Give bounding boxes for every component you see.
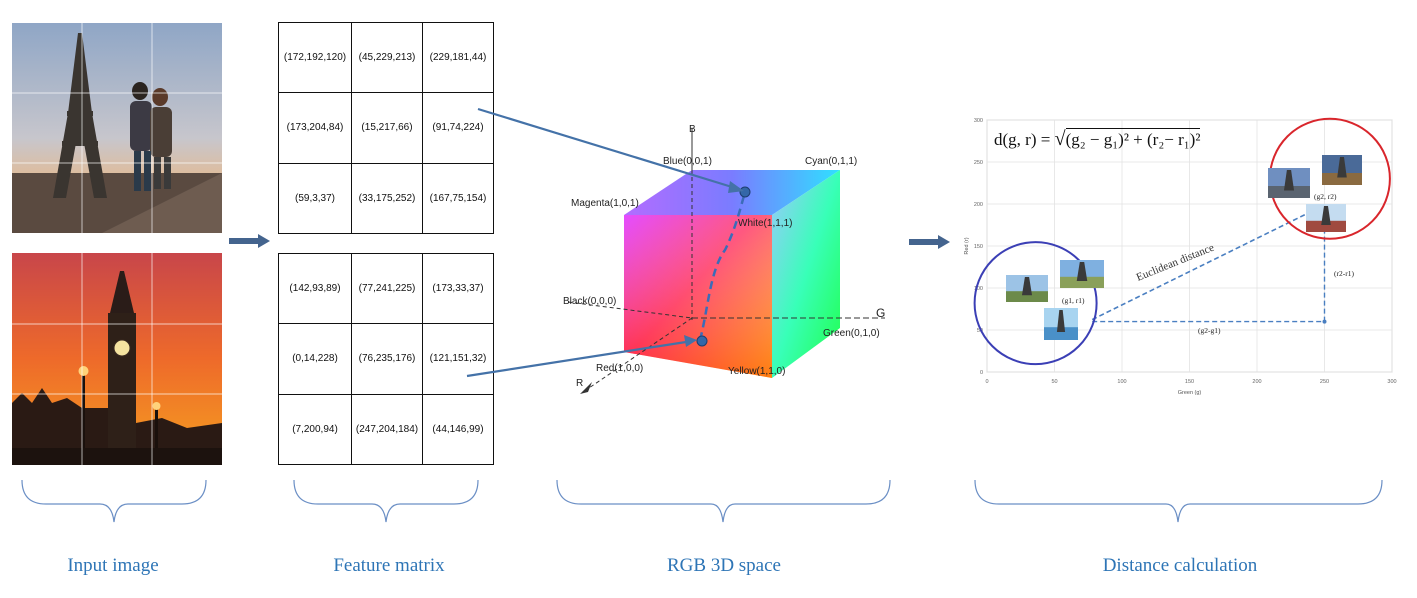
dr-label: (r2-r1) — [1334, 269, 1354, 278]
green-label: Green(0,1,0) — [823, 328, 880, 339]
input-image-eiffel — [12, 23, 222, 233]
x-tick-label: 50 — [1051, 379, 1057, 385]
braces — [21, 479, 1383, 523]
axis-g-label: G — [876, 306, 886, 320]
feature-matrix-top: (172,192,120) (45,229,213) (229,181,44) (1… — [278, 21, 494, 235]
label-input-image: Input image — [67, 555, 159, 576]
matrix-cell: (247,204,184) — [351, 393, 423, 466]
thumb-eiffel-3-ground — [1044, 327, 1078, 340]
thumb-bigben-3-tower — [1321, 206, 1331, 225]
matrix-cell: (142,93,89) — [278, 252, 352, 325]
x-tick-label: 300 — [1387, 379, 1396, 385]
thumb-eiffel-3-tower — [1056, 310, 1066, 332]
cube-point-bottom — [696, 335, 708, 347]
thumb-bigben-3-ground — [1306, 220, 1346, 232]
feature-matrix-bottom: (142,93,89) (77,241,225) (173,33,37) (0,14… — [278, 252, 494, 466]
x-tick-label: 0 — [985, 379, 988, 385]
black-label: Black(0,0,0) — [563, 296, 617, 307]
blue-label: Blue(0,0,1) — [663, 156, 712, 167]
yellow-label: Yellow(1,1,0) — [728, 366, 786, 377]
point1-label: (g1, r1) — [1062, 296, 1085, 305]
matrix-cell: (167,75,154) — [422, 162, 494, 235]
thumb-bigben-2-tower — [1337, 157, 1347, 178]
y-tick-label: 50 — [977, 328, 983, 334]
x-tick-label: 200 — [1252, 379, 1261, 385]
formula-lhs: d(g, r) = — [994, 130, 1055, 149]
dg-label: (g2-g1) — [1198, 326, 1221, 335]
point1-cluster-circle — [973, 241, 1098, 366]
matrix-cell: (91,74,224) — [422, 92, 494, 164]
label-distance-calculation: Distance calculation — [1102, 555, 1258, 576]
y-tick-label: 250 — [974, 160, 983, 166]
thumb-bigben-1-ground — [1268, 186, 1310, 198]
matrix-cell: (229,181,44) — [422, 21, 494, 94]
matrix-cell: (33,175,252) — [351, 162, 423, 235]
formula-rhs: (g₂ − g₁)² + (r₂− r₁)² — [1065, 128, 1201, 149]
matrix-cell: (173,33,37) — [422, 252, 494, 325]
matrix-cell: (45,229,213) — [351, 21, 423, 94]
axis-r-label: R — [576, 378, 584, 389]
matrix-cell: (7,200,94) — [278, 393, 352, 466]
thumb-bigben-2-ground — [1322, 173, 1362, 185]
x-tick-label: 150 — [1185, 379, 1194, 385]
matrix-cell: (77,241,225) — [351, 252, 423, 325]
y-tick-label: 300 — [974, 118, 983, 124]
y-tick-label: 100 — [974, 286, 983, 292]
matrix-cell: (15,217,66) — [351, 92, 423, 164]
thumb-eiffel-1-ground — [1006, 291, 1048, 302]
x-tick-label: 250 — [1320, 379, 1329, 385]
distance-formula: d(g, r) = √(g₂ − g₁)² + (r₂− r₁)² — [994, 128, 1201, 150]
rgb-cube — [567, 128, 885, 394]
cyan-label: Cyan(0,1,1) — [805, 156, 858, 167]
label-feature-matrix: Feature matrix — [333, 555, 445, 576]
thumb-eiffel-1-tower — [1021, 277, 1033, 296]
x-axis-label: Green (g) — [1178, 390, 1202, 396]
cube-right-face — [772, 170, 840, 378]
point2-label: (g2, r2) — [1314, 192, 1337, 201]
euclidean-line — [1091, 205, 1323, 321]
corner-point — [1322, 319, 1327, 324]
y-tick-label: 0 — [980, 370, 983, 376]
thumb-eiffel-2-ground — [1060, 276, 1104, 288]
distance-chart: 0 50 100 150 200 250 300 0 50 100 150 200 250 300 Gree… — [964, 117, 1397, 396]
y-tick-label: 200 — [974, 202, 983, 208]
red-label: Red(1,0,0) — [596, 363, 644, 374]
arrow-input-to-matrix — [229, 234, 270, 248]
y-axis-label: Red (r) — [964, 237, 970, 254]
input-image-big-ben — [12, 253, 222, 465]
thumb-eiffel-2-tower — [1076, 262, 1088, 281]
thumb-bigben-1-tower — [1283, 170, 1295, 191]
arrow-cube-to-distance — [909, 235, 950, 249]
axis-b-label: B — [689, 124, 696, 135]
x-tick-label: 100 — [1117, 379, 1126, 385]
matrix-cell: (76,235,176) — [351, 323, 423, 395]
matrix-cell: (59,3,37) — [278, 162, 352, 235]
label-rgb-space: RGB 3D space — [667, 555, 781, 576]
matrix-cell: (44,146,99) — [422, 393, 494, 466]
cube-point-top — [739, 186, 751, 198]
matrix-cell: (121,151,32) — [422, 323, 494, 395]
magenta-label: Magenta(1,0,1) — [571, 198, 639, 209]
y-tick-label: 150 — [974, 244, 983, 250]
white-label: White(1,1,1) — [738, 218, 793, 229]
